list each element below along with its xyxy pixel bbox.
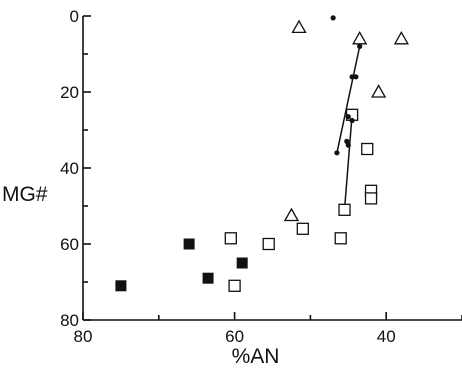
open-square-point <box>361 142 374 156</box>
open-square-point <box>228 279 241 292</box>
small-dot-point <box>353 74 359 80</box>
trend-lines <box>336 46 361 210</box>
open-triangle-point <box>291 19 307 34</box>
y-tick-label: 40 <box>60 159 79 178</box>
filled-square-point <box>236 257 248 269</box>
ticks <box>82 15 462 321</box>
small-dot-point <box>349 117 355 124</box>
open-triangle-point <box>393 30 409 45</box>
filled-square-point <box>202 272 214 284</box>
open-square-point <box>262 237 275 251</box>
open-square-point <box>338 203 351 216</box>
x-tick-label: 80 <box>74 327 93 346</box>
small-dot-point <box>357 43 363 50</box>
open-square-point <box>334 232 347 245</box>
x-axis-title: %AN <box>232 345 280 368</box>
y-axis-title: MG# <box>2 183 48 206</box>
trend-line <box>336 46 361 153</box>
y-tick-label: 60 <box>60 235 79 254</box>
filled-square-point <box>183 238 195 250</box>
data-points <box>115 15 409 292</box>
x-tick-label: 60 <box>225 327 244 346</box>
x-tick-label: 40 <box>377 327 396 346</box>
y-tick-label: 20 <box>60 83 79 102</box>
open-square-point <box>364 192 378 205</box>
open-triangle-point <box>371 84 387 98</box>
open-square-point <box>296 222 309 235</box>
small-dot-point <box>330 15 336 21</box>
trend-line <box>343 114 353 210</box>
small-dot-point <box>345 142 351 148</box>
open-square-point <box>224 232 237 245</box>
small-dot-point <box>345 114 351 120</box>
small-dot-point <box>349 74 355 80</box>
open-triangle-point <box>352 30 368 45</box>
open-triangle-point <box>283 207 300 222</box>
small-dot-point <box>334 150 340 156</box>
y-tick-label: 80 <box>60 311 79 330</box>
filled-square-point <box>115 280 127 292</box>
axes <box>82 16 462 321</box>
y-tick-label: 0 <box>70 7 79 26</box>
